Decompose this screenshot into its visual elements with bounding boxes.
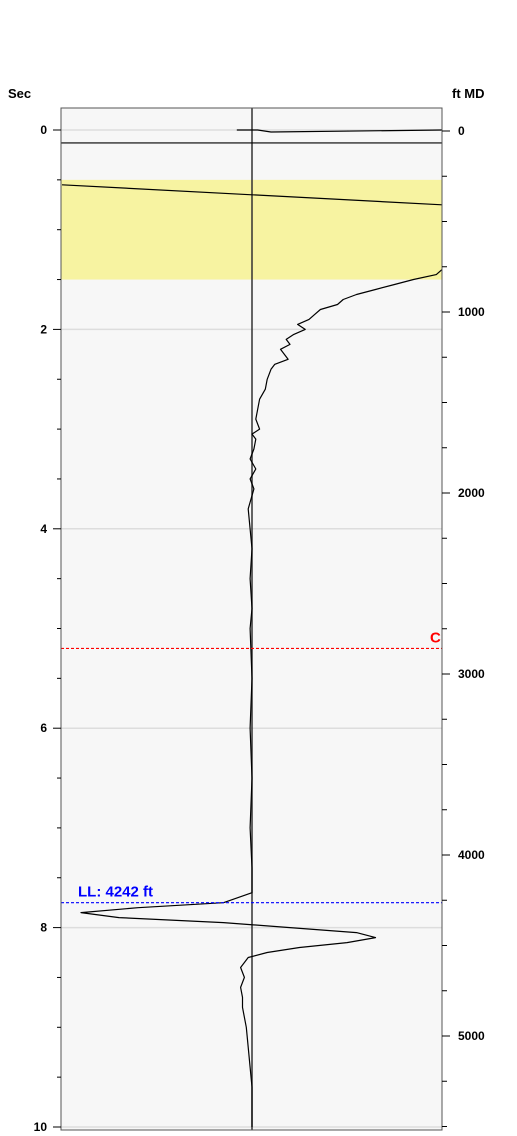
series-curve-2	[236, 129, 443, 133]
right-tick-label: 1000	[458, 305, 485, 319]
plot-frame	[60, 107, 443, 1131]
left-tick-label: 10	[34, 1120, 48, 1134]
right-tick-label: 2000	[458, 486, 485, 500]
series-curve-3	[80, 269, 443, 1127]
log-curves	[61, 129, 443, 1127]
right-tick-label: 0	[458, 124, 465, 138]
left-tick-label: 4	[40, 522, 47, 536]
left-tick-label: 0	[40, 123, 47, 137]
right-tick-label: 3000	[458, 667, 485, 681]
left-axis-title: Sec	[8, 86, 31, 101]
left-tick-label: 2	[40, 322, 47, 336]
left-axis: 0 2 4 6 8 10	[34, 123, 61, 1134]
right-axis-title: ft MD	[452, 86, 485, 101]
left-tick-label: 6	[40, 721, 47, 735]
series-curve-1	[61, 184, 443, 206]
right-tick-label: 5000	[458, 1029, 485, 1043]
marker-label-C: C	[430, 629, 441, 646]
right-axis: 0 1000 2000 3000 4000 5000	[442, 124, 485, 1127]
left-tick-label: 8	[40, 921, 47, 935]
marker-label-LL: LL: 4242 ft	[78, 884, 153, 901]
marker-lines: C LL: 4242 ft	[61, 629, 442, 904]
right-tick-label: 4000	[458, 848, 485, 862]
